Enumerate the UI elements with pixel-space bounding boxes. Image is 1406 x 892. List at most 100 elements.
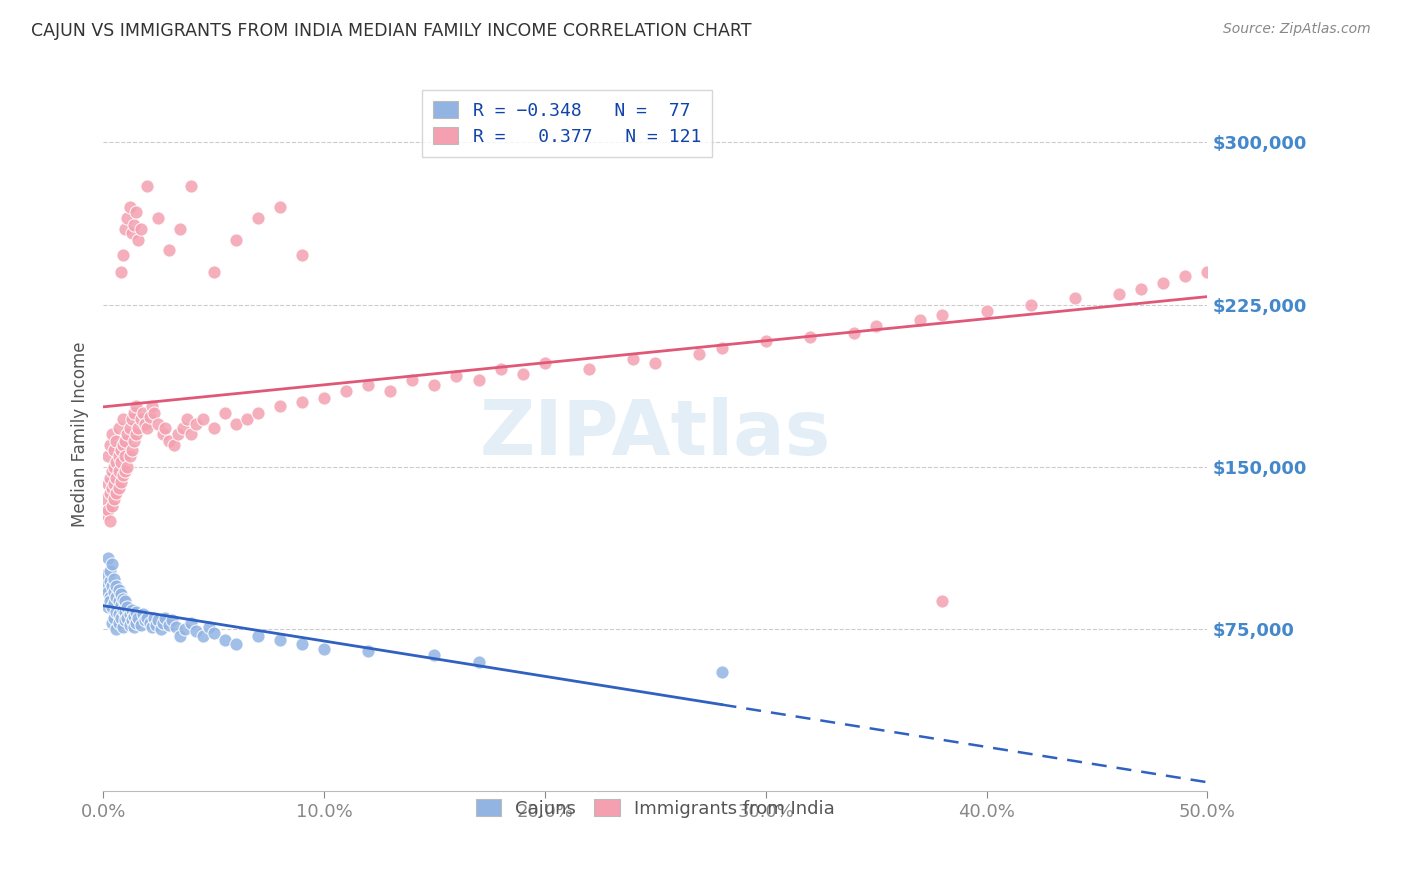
Point (98, 564, 121, 578)
Point (153, 421, 176, 435)
Point (103, 477, 125, 491)
Point (167, 427, 190, 442)
Point (134, 417, 156, 431)
Point (134, 614, 156, 628)
Point (125, 427, 148, 442)
Text: CAJUN VS IMMIGRANTS FROM INDIA MEDIAN FAMILY INCOME CORRELATION CHART: CAJUN VS IMMIGRANTS FROM INDIA MEDIAN FA… (31, 22, 751, 40)
Point (335, 384, 357, 398)
Point (96, 503, 118, 517)
Point (152, 427, 174, 442)
Point (117, 459, 139, 474)
Point (110, 455, 132, 469)
Point (114, 614, 136, 628)
Point (121, 614, 143, 628)
Point (202, 421, 225, 435)
Point (145, 617, 167, 632)
Point (114, 222, 136, 236)
Point (269, 200, 291, 214)
Point (122, 434, 145, 448)
Point (103, 492, 125, 507)
Point (191, 412, 214, 426)
Point (357, 377, 380, 392)
Point (114, 434, 136, 448)
Point (269, 632, 291, 647)
Point (105, 579, 128, 593)
Point (96, 600, 118, 615)
Point (184, 417, 207, 431)
Point (152, 615, 174, 630)
Point (125, 204, 148, 219)
Point (755, 334, 778, 349)
Point (132, 406, 155, 420)
Point (467, 655, 489, 669)
Point (127, 233, 149, 247)
Point (118, 421, 141, 435)
Legend: Cajuns, Immigrants from India: Cajuns, Immigrants from India (468, 792, 842, 825)
Point (117, 611, 139, 625)
Point (1174, 269, 1197, 284)
Point (122, 620, 145, 634)
Point (127, 421, 149, 435)
Point (111, 412, 134, 426)
Point (98, 594, 121, 608)
Point (534, 356, 557, 370)
Point (107, 615, 129, 630)
Point (101, 600, 124, 615)
Point (121, 442, 143, 457)
Point (184, 624, 207, 639)
Point (101, 615, 124, 630)
Point (110, 265, 132, 279)
Point (157, 434, 180, 448)
Point (105, 455, 128, 469)
Point (103, 572, 125, 586)
Point (173, 622, 195, 636)
Point (98, 574, 121, 589)
Point (105, 590, 128, 604)
Point (107, 607, 129, 621)
Point (117, 427, 139, 442)
Point (111, 468, 134, 483)
Point (799, 330, 821, 344)
Point (136, 178, 159, 193)
Point (910, 312, 932, 326)
Point (122, 406, 145, 420)
Point (214, 406, 236, 420)
Point (121, 226, 143, 240)
Point (110, 611, 132, 625)
Point (312, 391, 335, 405)
Point (246, 211, 269, 225)
Point (142, 406, 165, 420)
Point (101, 427, 124, 442)
Point (291, 637, 314, 651)
Point (114, 605, 136, 619)
Point (291, 395, 314, 409)
Point (842, 326, 865, 340)
Point (191, 628, 214, 642)
Point (357, 643, 380, 657)
Point (117, 211, 139, 225)
Point (98, 438, 121, 452)
Point (1108, 286, 1130, 301)
Point (111, 620, 134, 634)
Point (710, 665, 733, 680)
Point (423, 648, 446, 662)
Point (291, 248, 314, 262)
Point (172, 421, 194, 435)
Point (225, 417, 247, 431)
Point (141, 399, 163, 413)
Point (446, 368, 468, 383)
Point (94, 579, 117, 593)
Point (125, 605, 148, 619)
Point (107, 594, 129, 608)
Point (103, 611, 125, 625)
Point (107, 583, 129, 598)
Point (125, 615, 148, 630)
Point (148, 614, 170, 628)
Point (118, 607, 141, 621)
Point (180, 178, 202, 193)
Point (105, 470, 128, 484)
Point (129, 617, 152, 632)
Point (163, 438, 186, 452)
Point (114, 449, 136, 463)
Point (105, 434, 128, 448)
